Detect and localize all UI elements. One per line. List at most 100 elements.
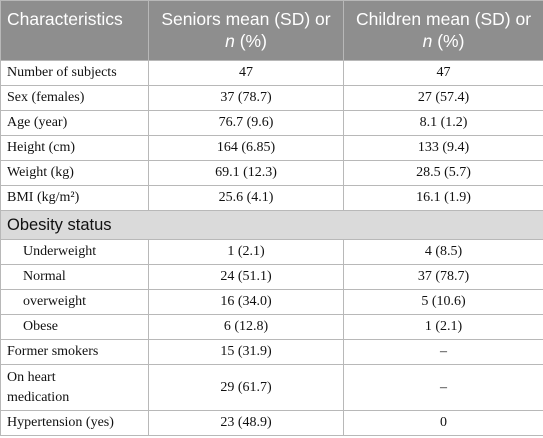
cell-text: 16.1 (1.9) [416,190,471,205]
row-label: BMI (kg/m²) [0,185,149,211]
label-text: Former smokers [7,344,99,359]
row-label: Number of subjects [0,60,149,86]
label-text: Sex (females) [7,90,85,105]
label-text: Age (year) [7,115,68,130]
cell: 133 (9.4) [343,135,543,161]
label-text: Normal [23,269,66,284]
header-text: Children mean (SD) or [355,9,532,29]
cell-text: 15 (31.9) [220,344,272,359]
cell: 1 (2.1) [343,314,543,340]
table-header: Characteristics Seniors mean (SD) or n (%… [0,0,543,61]
label-text: On heart medication [7,369,70,405]
table-row: Underweight 1 (2.1) 4 (8.5) [0,239,543,265]
cell: 28.5 (5.7) [343,160,543,186]
cell: 27 (57.4) [343,85,543,111]
cell-text: 37 (78.7) [220,90,272,105]
column-header: Characteristics [0,0,149,61]
cell-text: 6 (12.8) [223,319,269,334]
table-row: Sex (females) 37 (78.7) 27 (57.4) [0,85,543,111]
cell-text: 1 (2.1) [227,244,265,259]
cell-text: 0 [440,415,447,430]
cell: 76.7 (9.6) [148,110,344,136]
cell: 1 (2.1) [148,239,344,265]
row-label: Normal [0,264,149,290]
row-label: On heart medication [0,364,149,411]
cell-text: 4 (8.5) [424,244,463,259]
cell-text: 164 (6.85) [216,140,276,155]
row-label: Sex (females) [0,85,149,111]
column-header: Seniors mean (SD) or n (%) [148,0,344,61]
cell: 23 (48.9) [148,410,344,436]
cell: 16 (34.0) [148,289,344,315]
cell-text: 25.6 (4.1) [218,190,274,205]
cell-text: 27 (57.4) [417,90,470,105]
table-row: Normal 24 (51.1) 37 (78.7) [0,264,543,290]
table-row: Former smokers 15 (31.9) – [0,339,543,365]
cell: 164 (6.85) [148,135,344,161]
cell: 29 (61.7) [148,364,344,411]
row-label: Hypertension (yes) [0,410,149,436]
cell-text: – [440,344,447,359]
header-text: Seniors mean (SD) or [161,9,331,29]
section-text: Obesity status [7,215,112,234]
table-body: Number of subjects 47 47 Sex (females) 37 (7… [0,60,543,436]
table-row: overweight 16 (34.0) 5 (10.6) [0,289,543,315]
header-text: Characteristics [7,9,123,29]
cell: 0 [343,410,543,436]
table-row: Obese 6 (12.8) 1 (2.1) [0,314,543,340]
label-text: Underweight [23,244,97,259]
cell-text: 24 (51.1) [220,269,272,284]
cell-text: 37 (78.7) [417,269,470,284]
cell-text: 133 (9.4) [417,140,470,155]
row-label: Age (year) [0,110,149,136]
column-header: Children mean (SD) or n (%) [343,0,543,61]
cell: 5 (10.6) [343,289,543,315]
cell-text: 5 (10.6) [421,294,466,309]
table-row: Weight (kg) 69.1 (12.3) 28.5 (5.7) [0,160,543,186]
label-text: Weight (kg) [7,165,74,180]
cell: 47 [343,60,543,86]
header-text: (%) [437,31,465,51]
cell: 69.1 (12.3) [148,160,344,186]
cell-text: 69.1 (12.3) [215,165,277,180]
section-title: Obesity status [0,210,543,240]
header-row: Characteristics Seniors mean (SD) or n (%… [0,0,543,61]
section-row: Obesity status [0,210,543,240]
label-text: Number of subjects [7,65,117,80]
cell-text: 16 (34.0) [220,294,272,309]
cell-text: 1 (2.1) [424,319,463,334]
row-label: Obese [0,314,149,340]
cell: 4 (8.5) [343,239,543,265]
label-text: Hypertension (yes) [7,415,114,430]
cell: 24 (51.1) [148,264,344,290]
row-label: Weight (kg) [0,160,149,186]
cell: 47 [148,60,344,86]
label-text: overweight [23,294,86,309]
cell-text: 47 [436,65,451,80]
row-label: overweight [0,289,149,315]
cell: – [343,339,543,365]
header-text: n [225,31,235,51]
table-row: Number of subjects 47 47 [0,60,543,86]
row-label: Former smokers [0,339,149,365]
cell: 8.1 (1.2) [343,110,543,136]
label-text: BMI (kg/m²) [7,190,80,205]
cell-text: 29 (61.7) [220,379,272,395]
cell-text: 8.1 (1.2) [419,115,468,130]
table-row: BMI (kg/m²) 25.6 (4.1) 16.1 (1.9) [0,185,543,211]
cell: 37 (78.7) [343,264,543,290]
cell: 25.6 (4.1) [148,185,344,211]
row-label: Underweight [0,239,149,265]
cell-text: 47 [239,65,253,80]
cell: 37 (78.7) [148,85,344,111]
table-row: Height (cm) 164 (6.85) 133 (9.4) [0,135,543,161]
cell: 15 (31.9) [148,339,344,365]
table-row: On heart medication 29 (61.7) – [0,364,543,411]
label-text: Height (cm) [7,140,76,155]
table-row: Hypertension (yes) 23 (48.9) 0 [0,410,543,436]
cell-text: 28.5 (5.7) [416,165,471,180]
cell: 16.1 (1.9) [343,185,543,211]
row-label: Height (cm) [0,135,149,161]
